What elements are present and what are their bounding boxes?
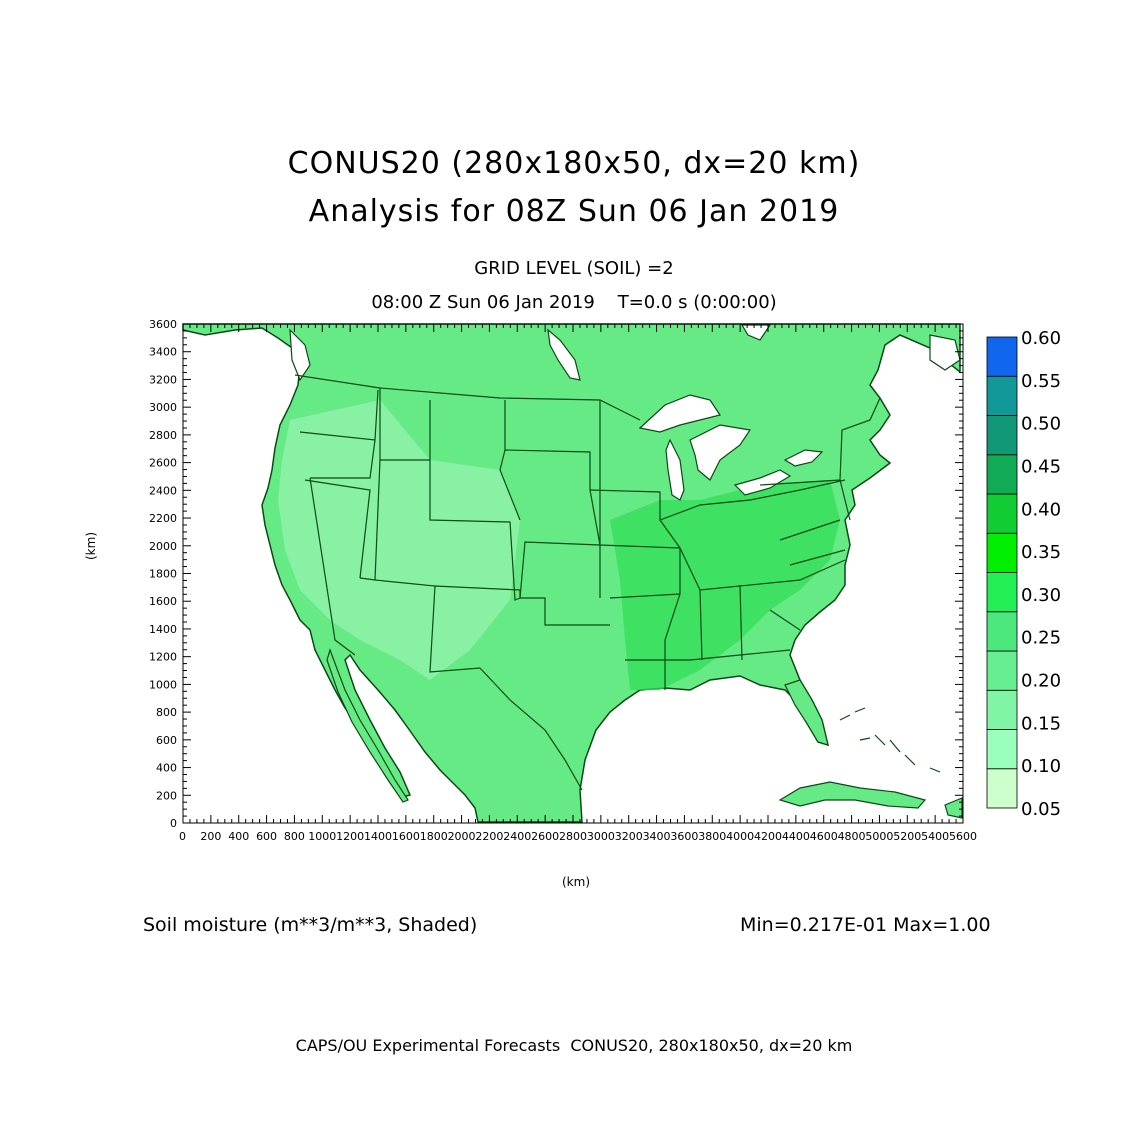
land-florida <box>784 679 829 746</box>
axis-ticks <box>182 323 964 824</box>
colorbar-swatch <box>986 454 1018 495</box>
land-wet-east <box>610 480 840 690</box>
y-tick-label: 1200 <box>149 651 177 664</box>
grid-level-label: GRID LEVEL (SOIL) =2 <box>474 258 674 279</box>
y-tick-label: 1800 <box>149 568 177 581</box>
x-tick-label: 2800 <box>559 830 587 843</box>
great-lakes <box>638 394 824 501</box>
x-tick-label: 1400 <box>364 830 392 843</box>
y-tick-label: 3000 <box>149 401 177 414</box>
x-tick-label: 800 <box>284 830 305 843</box>
axis-tick-labels: 0 200 400 600 800 1000 1200 1400 1600 1800 2000 220… <box>149 318 977 843</box>
colorbar-label: 0.35 <box>1021 542 1061 563</box>
land-dry-west <box>278 400 520 680</box>
x-axis-label: (km) <box>562 875 591 889</box>
x-tick-label: 5000 <box>865 830 893 843</box>
land-cuba <box>778 781 927 809</box>
x-tick-label: 4600 <box>810 830 838 843</box>
colorbar-swatch <box>986 493 1018 534</box>
colorbar-swatch <box>986 689 1018 730</box>
colorbar-swatch <box>986 415 1018 456</box>
colorbar-label: 0.50 <box>1021 414 1061 435</box>
x-tick-label: 1200 <box>336 830 364 843</box>
x-tick-label: 2400 <box>503 830 531 843</box>
x-tick-label: 3600 <box>670 830 698 843</box>
y-tick-label: 3600 <box>149 318 177 331</box>
analysis-time: Analysis for 08Z Sun 06 Jan 2019 <box>308 194 840 229</box>
colorbar-label: 0.15 <box>1021 713 1061 734</box>
x-tick-label: 1000 <box>308 830 336 843</box>
colorbar-label: 0.25 <box>1021 628 1061 649</box>
colorbar-label: 0.10 <box>1021 756 1061 777</box>
y-tick-label: 800 <box>156 706 177 719</box>
x-tick-label: 200 <box>200 830 221 843</box>
colorbar-label: 0.20 <box>1021 671 1061 692</box>
min-max-label: Min=0.217E-01 Max=1.00 <box>740 914 991 936</box>
y-tick-label: 3400 <box>149 346 177 359</box>
x-tick-label: 2000 <box>448 830 476 843</box>
x-tick-label: 2600 <box>531 830 559 843</box>
x-tick-label: 4200 <box>754 830 782 843</box>
plot-title: CONUS20 (280x180x50, dx=20 km) <box>287 146 861 181</box>
colorbar-label: 0.05 <box>1021 799 1061 820</box>
colorbar-label: 0.60 <box>1021 328 1061 349</box>
x-tick-label: 3800 <box>698 830 726 843</box>
footer-credit: CAPS/OU Experimental Forecasts CONUS20, … <box>295 1036 853 1055</box>
colorbar-label: 0.45 <box>1021 456 1061 477</box>
y-tick-label: 2200 <box>149 512 177 525</box>
colorbar-swatch <box>986 336 1018 377</box>
colorbar-label: 0.55 <box>1021 371 1061 392</box>
x-tick-label: 1600 <box>392 830 420 843</box>
y-tick-label: 2000 <box>149 540 177 553</box>
map-plot-area <box>182 323 963 823</box>
y-tick-label: 3200 <box>149 373 177 386</box>
colorbar-label: 0.30 <box>1021 585 1061 606</box>
x-tick-label: 4800 <box>838 830 866 843</box>
x-tick-label: 5600 <box>949 830 977 843</box>
colorbar-swatch <box>986 650 1018 691</box>
x-tick-label: 2200 <box>475 830 503 843</box>
x-tick-label: 600 <box>256 830 277 843</box>
political-boundaries <box>294 374 881 791</box>
y-tick-label: 600 <box>156 734 177 747</box>
y-tick-label: 1000 <box>149 678 177 691</box>
colorbar-swatch <box>986 375 1018 416</box>
x-tick-label: 4000 <box>726 830 754 843</box>
y-tick-label: 1400 <box>149 623 177 636</box>
x-tick-label: 4400 <box>782 830 810 843</box>
y-tick-label: 1600 <box>149 595 177 608</box>
y-tick-label: 2600 <box>149 457 177 470</box>
variable-label: Soil moisture (m**3/m**3, Shaded) <box>143 914 478 936</box>
land-baja <box>326 648 409 803</box>
colorbar-swatch <box>986 532 1018 573</box>
y-tick-label: 0 <box>170 817 177 830</box>
x-tick-label: 3400 <box>643 830 671 843</box>
land-hispaniola <box>944 797 963 819</box>
bahamas-islands <box>839 707 941 773</box>
y-axis-label: (km) <box>84 531 98 560</box>
valid-time-label: 08:00 Z Sun 06 Jan 2019 T=0.0 s (0:00:00… <box>371 292 777 313</box>
x-tick-label: 5400 <box>921 830 949 843</box>
colorbar-label: 0.40 <box>1021 499 1061 520</box>
x-tick-label: 1800 <box>420 830 448 843</box>
y-tick-label: 400 <box>156 762 177 775</box>
colorbar-swatch <box>986 611 1018 652</box>
x-tick-label: 0 <box>179 830 186 843</box>
colorbar: 0.05 0.10 0.15 0.20 0.25 0.30 0.35 0.40 0.45 0.50… <box>986 328 1061 820</box>
y-tick-label: 2800 <box>149 429 177 442</box>
x-tick-label: 400 <box>228 830 249 843</box>
y-tick-label: 200 <box>156 789 177 802</box>
x-tick-label: 3000 <box>587 830 615 843</box>
x-tick-label: 3200 <box>615 830 643 843</box>
x-tick-label: 5200 <box>893 830 921 843</box>
colorbar-swatch <box>986 729 1018 770</box>
colorbar-swatch <box>986 572 1018 613</box>
colorbar-swatch <box>986 768 1018 809</box>
y-tick-label: 2400 <box>149 484 177 497</box>
northern-lakes <box>289 324 961 382</box>
